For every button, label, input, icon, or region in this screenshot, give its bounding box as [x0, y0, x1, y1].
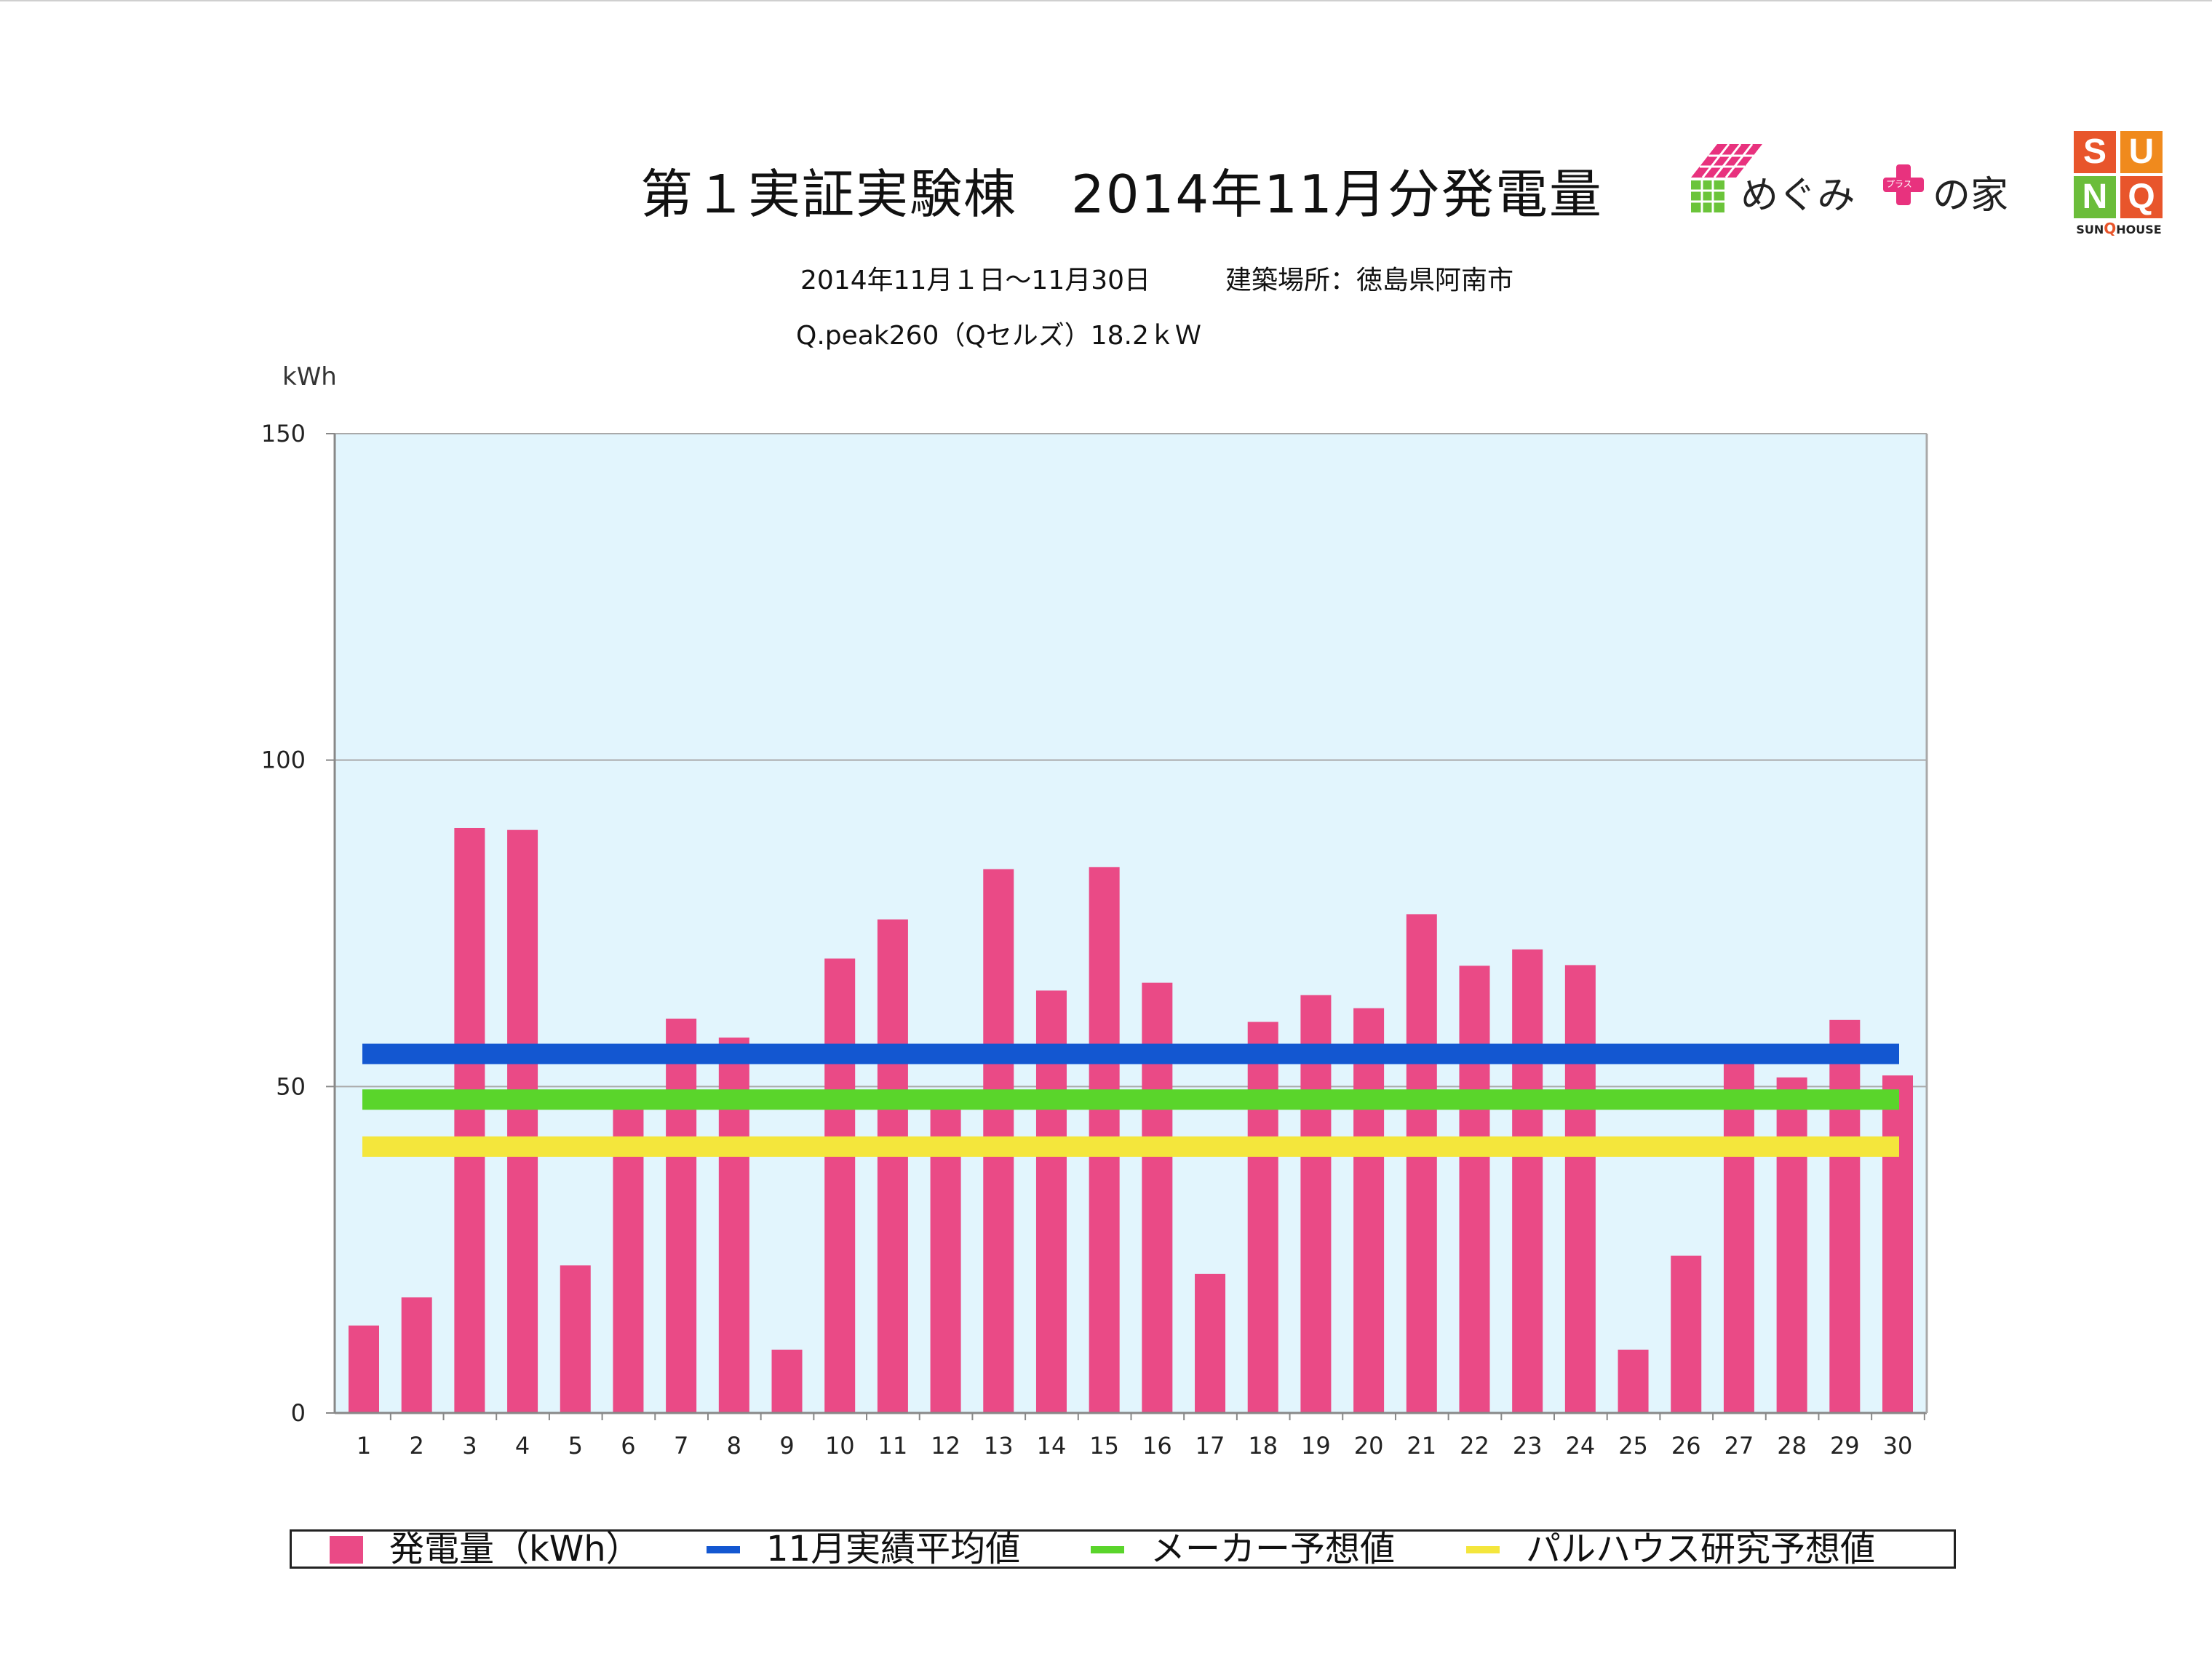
x-tick-label: 9	[779, 1432, 794, 1460]
legend-swatch-average	[707, 1546, 740, 1553]
x-tick-label: 24	[1566, 1432, 1596, 1460]
x-tick-label: 23	[1513, 1432, 1543, 1460]
megumi-logo-suffix: の家	[1933, 174, 2009, 218]
x-tick-label: 29	[1830, 1432, 1860, 1460]
period-text: 2014年11月１日〜11月30日	[800, 266, 1151, 295]
bar-day-25	[1618, 1349, 1649, 1413]
y-tick-label: 100	[261, 747, 306, 774]
bar-day-22	[1459, 966, 1490, 1413]
bar-day-21	[1406, 914, 1437, 1413]
x-tick-label: 13	[984, 1432, 1014, 1460]
location-text: 建築場所：徳島県阿南市	[1225, 266, 1514, 295]
legend-swatch-palhaus	[1466, 1546, 1500, 1553]
bar-day-20	[1353, 1008, 1385, 1413]
x-tick-labels: 1 2 3 4 5 6 7 8 9 10 11 12 13 14 15 16 17 18 19 20 21 22 23 24 2…	[357, 1432, 1913, 1460]
bar-day-3	[454, 827, 485, 1413]
x-tick-label: 11	[878, 1432, 908, 1460]
bar-day-26	[1671, 1255, 1702, 1413]
x-tick-label: 30	[1883, 1432, 1913, 1460]
axes	[333, 434, 1928, 1414]
bar-day-11	[877, 919, 908, 1413]
plot-area	[335, 434, 1927, 1413]
y-axis-unit: kWh	[282, 362, 337, 391]
x-tick-label: 7	[674, 1432, 688, 1460]
x-tick-label: 10	[825, 1432, 855, 1460]
bar-day-17	[1195, 1273, 1226, 1413]
sunq-letter-s: S	[2074, 131, 2116, 173]
x-tick-label: 19	[1301, 1432, 1331, 1460]
x-tick-label: 5	[568, 1432, 583, 1460]
x-tick-label: 21	[1407, 1432, 1436, 1460]
sunq-letter-u: U	[2120, 131, 2163, 173]
chart-legend: 発電量（kWh） 11月実績平均値 メーカー予想値 パルハウス研究予想値	[290, 1529, 1956, 1569]
bar-day-29	[1829, 1019, 1861, 1413]
x-tick-label: 8	[727, 1432, 741, 1460]
y-tick-label: 150	[261, 420, 306, 447]
x-tick-label: 14	[1037, 1432, 1067, 1460]
bar-day-28	[1776, 1077, 1807, 1413]
sunq-house-logo: S U N Q SUNQHOUSE	[2074, 131, 2164, 240]
x-tick-label: 17	[1195, 1432, 1225, 1460]
solar-roof-icon	[1691, 143, 1762, 212]
x-tick-label: 15	[1089, 1432, 1119, 1460]
x-tick-label: 16	[1142, 1432, 1172, 1460]
x-tick-label: 4	[515, 1432, 530, 1460]
bar-day-27	[1723, 1063, 1754, 1413]
bar-day-4	[507, 829, 538, 1413]
y-tick-labels: 0 50 100 150	[261, 420, 306, 1427]
bar-day-5	[560, 1265, 591, 1413]
megumi-logo-name: めぐみ	[1740, 174, 1855, 218]
bar-day-9	[771, 1349, 803, 1413]
chart-title: 第１実証実験棟 2014年11月分発電量	[640, 164, 1603, 225]
bar-day-2	[401, 1297, 432, 1413]
plus-icon: プラス	[1883, 164, 1924, 205]
legend-label-average: 11月実績平均値	[766, 1529, 1021, 1569]
legend-swatch-generation	[330, 1536, 363, 1564]
x-tick-label: 28	[1777, 1432, 1807, 1460]
bar-day-24	[1564, 965, 1596, 1413]
x-tick-label: 12	[931, 1432, 960, 1460]
x-tick-label: 25	[1618, 1432, 1648, 1460]
legend-label-generation: 発電量（kWh）	[389, 1529, 641, 1569]
bar-day-23	[1512, 949, 1543, 1413]
bar-day-10	[824, 958, 856, 1413]
bar-day-19	[1300, 995, 1332, 1413]
sunq-letter-q: Q	[2120, 176, 2163, 218]
sunq-caption: SUNQHOUSE	[2076, 220, 2162, 237]
legend-label-palhaus: パルハウス研究予想値	[1526, 1529, 1876, 1569]
reference-lines	[362, 1043, 1899, 1157]
bar-day-1	[349, 1325, 379, 1413]
bar-day-30	[1882, 1075, 1913, 1413]
sunq-letter-n: N	[2074, 176, 2116, 218]
x-tick-label: 26	[1671, 1432, 1701, 1460]
bar-day-18	[1247, 1022, 1278, 1413]
x-tick-label: 2	[410, 1432, 424, 1460]
x-tick-label: 20	[1354, 1432, 1384, 1460]
top-rule	[0, 0, 2212, 1]
x-tick-label: 3	[462, 1432, 477, 1460]
megumi-plus-logo: めぐみ プラス の家	[1690, 143, 2024, 218]
y-tick-label: 50	[276, 1072, 306, 1100]
x-tick-label: 1	[357, 1432, 371, 1460]
bar-day-7	[666, 1019, 697, 1413]
x-tick-label: 22	[1460, 1432, 1489, 1460]
x-tick-label: 18	[1248, 1432, 1278, 1460]
legend-label-maker: メーカー予想値	[1150, 1529, 1396, 1569]
legend-swatch-maker	[1091, 1546, 1124, 1553]
plus-logo-text: プラス	[1886, 179, 1912, 189]
system-spec-text: Q.peak260（Qセルズ）18.2ｋＷ	[796, 321, 1201, 351]
y-tick-label: 0	[291, 1399, 306, 1427]
x-tick-label: 6	[621, 1432, 635, 1460]
x-tick-label: 27	[1724, 1432, 1754, 1460]
